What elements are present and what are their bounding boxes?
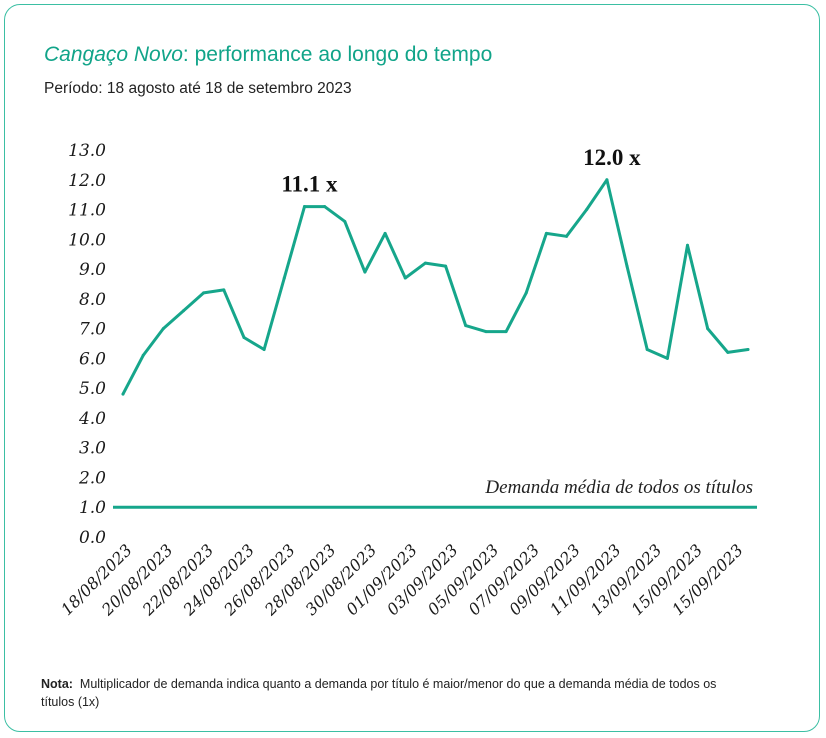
y-tick-label: 2.0 [78, 468, 106, 488]
y-tick-label: 4.0 [78, 409, 106, 429]
data-point [746, 347, 750, 351]
data-point [665, 356, 669, 360]
reference-line-label: Demanda média de todos os títulos [484, 477, 753, 498]
data-point [524, 291, 528, 295]
data-point [242, 336, 246, 340]
y-tick-label: 7.0 [79, 320, 106, 340]
data-point [645, 347, 649, 351]
series-line [121, 178, 750, 396]
y-tick-label: 9.0 [79, 260, 106, 280]
data-point [161, 327, 165, 331]
chart-card [4, 4, 820, 732]
title-brand: Cangaço Novo [44, 43, 183, 66]
data-point [181, 309, 185, 313]
data-point [585, 208, 589, 212]
data-point [262, 347, 266, 351]
data-point [726, 350, 730, 354]
data-point [686, 243, 690, 247]
data-point [605, 178, 609, 182]
note-text: Multiplicador de demanda indica quanto a… [41, 677, 717, 709]
data-point [343, 219, 347, 223]
y-tick-label: 11.0 [68, 201, 106, 221]
data-point [141, 353, 145, 357]
y-tick-label: 5.0 [79, 379, 106, 399]
peak-annotation: 12.0 x [583, 145, 641, 170]
data-point [121, 392, 125, 396]
data-point [383, 231, 387, 235]
data-point [363, 270, 367, 274]
title-rest: : performance ao longo do tempo [182, 43, 493, 66]
note-label: Nota: [41, 677, 73, 691]
data-point [282, 276, 286, 280]
data-point [625, 264, 629, 268]
data-point [222, 288, 226, 292]
peak-annotation: 11.1 x [281, 172, 338, 197]
y-tick-label: 0.0 [79, 528, 106, 548]
footnote: Nota: Multiplicador de demanda indica qu… [41, 675, 741, 711]
data-point [323, 205, 327, 209]
data-point [444, 264, 448, 268]
y-tick-label: 1.0 [79, 498, 106, 518]
period-subtitle: Período: 18 agosto até 18 de setembro 20… [44, 80, 352, 97]
data-point [464, 324, 468, 328]
data-point [484, 330, 488, 334]
data-point [706, 327, 710, 331]
data-point [565, 234, 569, 238]
data-point [544, 231, 548, 235]
y-tick-label: 13.0 [68, 141, 106, 161]
data-point [403, 276, 407, 280]
data-point [423, 261, 427, 265]
y-tick-label: 3.0 [79, 439, 106, 459]
chart-title: Cangaço Novo: performance ao longo do te… [44, 43, 492, 67]
data-point [504, 330, 508, 334]
y-tick-label: 6.0 [79, 349, 106, 369]
y-tick-label: 12.0 [68, 171, 106, 191]
y-tick-label: 10.0 [68, 230, 106, 250]
data-point [302, 205, 306, 209]
data-point [202, 291, 206, 295]
y-tick-label: 8.0 [79, 290, 106, 310]
